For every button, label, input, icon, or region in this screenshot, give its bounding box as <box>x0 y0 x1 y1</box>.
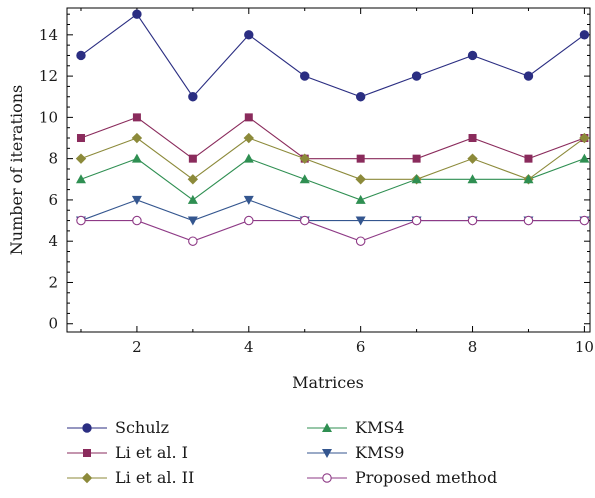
legend-entry-kms4: KMS4 <box>307 418 404 437</box>
x-tick-label: 10 <box>575 338 594 356</box>
point-kms9 <box>355 216 366 226</box>
point-proposed-method <box>299 215 310 226</box>
point-proposed-method <box>411 215 422 226</box>
point-li-et-al-ii <box>467 153 478 164</box>
point-li-et-al-ii <box>187 174 199 185</box>
point-kms4 <box>579 153 590 163</box>
y-tick-label: 2 <box>48 273 58 291</box>
series-line-li-et-al-ii <box>80 137 585 180</box>
tick-labels: 2 4 6 8 10 0 2 4 6 8 10 12 14 <box>39 26 594 356</box>
series-line-schulz <box>80 13 585 98</box>
point-schulz <box>523 71 534 81</box>
point-schulz <box>244 30 254 40</box>
y-tick-label: 4 <box>48 232 58 250</box>
legend-entry-kms9: KMS9 <box>307 443 404 462</box>
point-kms4 <box>131 153 142 163</box>
point-schulz <box>355 92 366 102</box>
legend-label: Schulz <box>115 418 169 437</box>
point-schulz <box>467 50 478 61</box>
point-li-et-al-i <box>188 154 197 163</box>
point-schulz <box>411 71 422 81</box>
point-proposed-method <box>523 215 534 226</box>
legend-swatch-marker <box>83 449 91 457</box>
point-proposed-method <box>132 215 142 226</box>
legend-entry-schulz: Schulz <box>67 418 169 437</box>
axis-ticks <box>67 8 590 332</box>
point-kms4 <box>243 153 254 163</box>
y-tick-label: 6 <box>48 191 58 209</box>
x-tick-label: 4 <box>244 338 254 356</box>
point-kms4 <box>467 174 478 184</box>
point-kms4 <box>523 174 534 184</box>
legend-swatch-marker <box>81 472 93 484</box>
y-tick-label: 10 <box>39 108 58 126</box>
point-li-et-al-ii <box>131 132 143 144</box>
point-li-et-al-ii <box>579 132 590 144</box>
point-li-et-al-ii <box>243 132 254 144</box>
x-tick-label: 6 <box>356 338 366 356</box>
point-kms9 <box>243 195 254 205</box>
y-axis-title: Number of iterations <box>7 85 26 255</box>
point-li-et-al-i <box>132 113 141 122</box>
y-tick-label: 12 <box>39 67 58 85</box>
point-li-et-al-ii <box>75 153 87 164</box>
point-li-et-al-i <box>524 154 533 163</box>
y-tick-label: 0 <box>48 315 58 333</box>
point-kms9 <box>131 195 142 205</box>
y-tick-label: 14 <box>39 26 58 44</box>
point-li-et-al-ii <box>299 153 310 164</box>
point-schulz <box>188 92 198 102</box>
point-schulz <box>76 50 86 61</box>
point-proposed-method <box>76 215 86 226</box>
legend-entry-li-et-al-i: Li et al. I <box>67 443 188 462</box>
legend-label: KMS4 <box>355 418 404 437</box>
point-proposed-method <box>467 215 478 226</box>
point-kms4 <box>299 174 310 184</box>
legend: Schulz Li et al. I Li et al. II KMS4 KMS9 Pro… <box>67 418 497 487</box>
point-proposed-method <box>355 236 366 246</box>
x-tick-label: 2 <box>132 338 142 356</box>
legend-entry-proposed-method: Proposed method <box>307 468 497 487</box>
series-lines <box>80 13 585 242</box>
point-proposed-method <box>188 236 198 246</box>
point-li-et-al-i <box>244 113 253 122</box>
point-proposed-method <box>244 215 254 226</box>
point-schulz <box>579 30 590 40</box>
x-tick-label: 8 <box>468 338 478 356</box>
legend-swatch-marker <box>322 449 332 458</box>
point-li-et-al-i <box>468 134 477 143</box>
legend-entry-li-et-al-ii: Li et al. II <box>67 468 194 487</box>
point-kms9 <box>187 216 198 226</box>
point-li-et-al-i <box>412 154 421 163</box>
legend-label: Li et al. I <box>115 443 188 462</box>
y-tick-label: 8 <box>48 150 58 168</box>
legend-label: Li et al. II <box>115 468 194 487</box>
point-kms4 <box>75 174 86 184</box>
point-schulz <box>300 71 310 81</box>
series-line-kms4 <box>80 158 585 201</box>
legend-label: Proposed method <box>355 468 497 487</box>
legend-label: KMS9 <box>355 443 404 462</box>
x-axis-title: Matrices <box>292 373 364 392</box>
point-proposed-method <box>579 215 590 226</box>
series-line-kms9 <box>80 199 585 222</box>
point-li-et-al-i <box>356 154 365 163</box>
point-schulz <box>132 9 142 19</box>
point-kms4 <box>355 194 366 204</box>
point-li-et-al-ii <box>355 174 366 185</box>
point-kms4 <box>187 194 198 204</box>
legend-swatch-marker <box>322 473 332 483</box>
series-line-proposed-method <box>80 220 585 242</box>
point-kms4 <box>411 174 422 184</box>
legend-swatch-marker <box>82 423 92 433</box>
series-line-li-et-al-i <box>80 116 585 160</box>
legend-swatch-marker <box>322 423 332 432</box>
point-li-et-al-i <box>76 134 85 143</box>
plot-frame <box>66 7 591 333</box>
series-markers <box>75 9 590 246</box>
